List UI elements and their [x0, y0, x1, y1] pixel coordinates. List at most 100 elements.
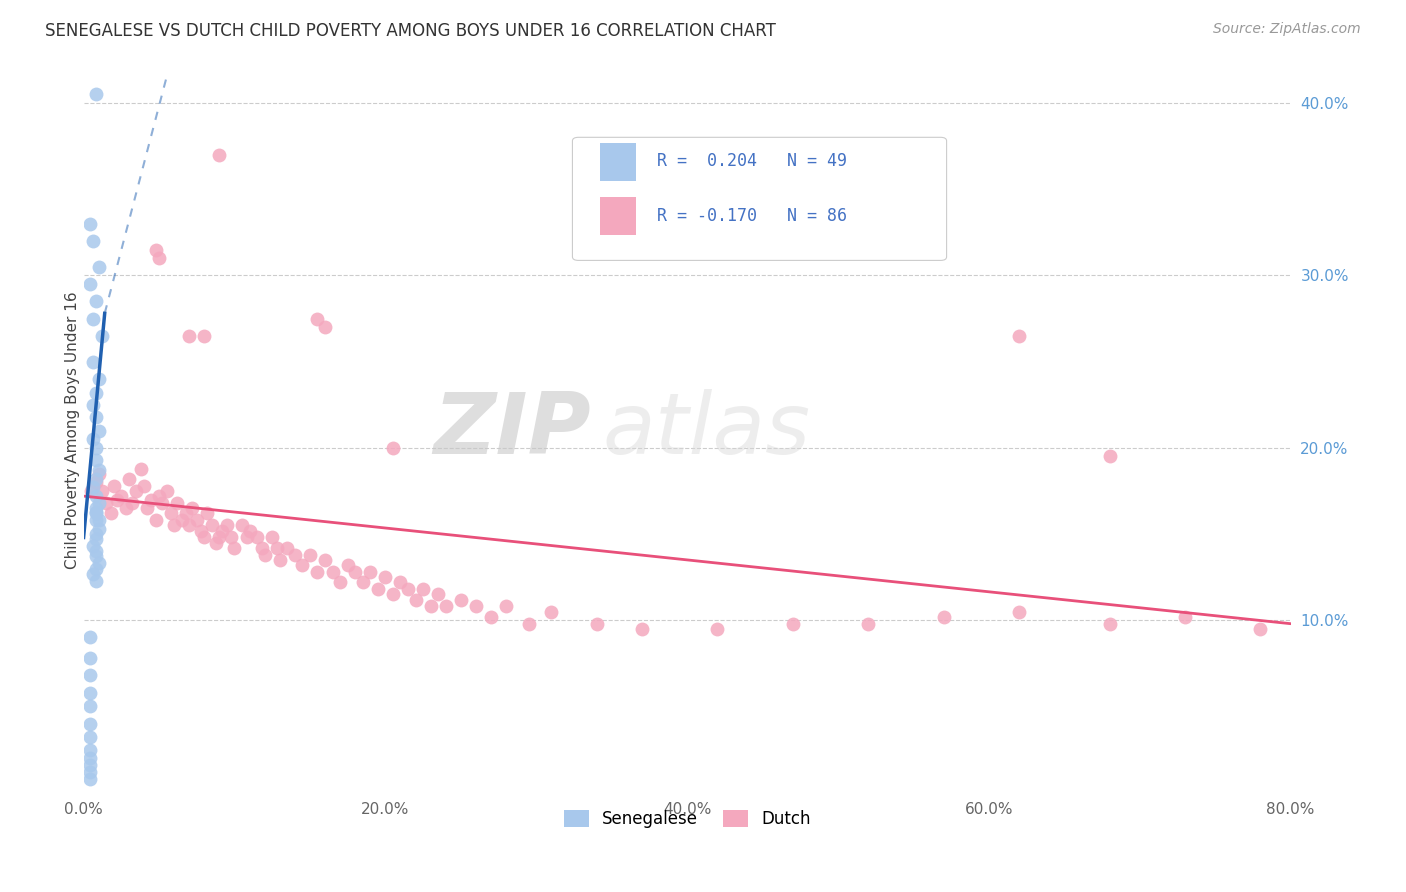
Point — [585, 616, 607, 631]
Text: R =  0.204   N = 49: R = 0.204 N = 49 — [657, 153, 846, 170]
Point — [307, 311, 329, 326]
Point — [208, 147, 231, 161]
Text: Source: ZipAtlas.com: Source: ZipAtlas.com — [1213, 22, 1361, 37]
Point — [82, 311, 104, 326]
Point — [434, 599, 457, 614]
Point — [170, 513, 193, 527]
Point — [221, 531, 243, 545]
Point — [100, 506, 122, 520]
Point — [84, 501, 107, 516]
Point — [82, 398, 104, 412]
Point — [84, 544, 107, 558]
Point — [190, 524, 212, 538]
Point — [84, 441, 107, 455]
Point — [103, 479, 125, 493]
Point — [208, 531, 231, 545]
Text: atlas: atlas — [603, 389, 811, 472]
Point — [235, 531, 257, 545]
Point — [262, 531, 284, 545]
Point — [150, 496, 173, 510]
Point — [464, 599, 486, 614]
Point — [374, 570, 396, 584]
Point — [136, 501, 159, 516]
Point — [856, 616, 879, 631]
FancyBboxPatch shape — [572, 137, 946, 260]
Point — [329, 575, 352, 590]
Bar — [600, 197, 637, 235]
Point — [314, 320, 336, 334]
Point — [163, 518, 186, 533]
Point — [166, 496, 188, 510]
Point — [1098, 450, 1121, 464]
Point — [155, 483, 177, 498]
Point — [630, 622, 652, 636]
Point — [84, 475, 107, 490]
Point — [82, 481, 104, 495]
Point — [174, 506, 197, 520]
Point — [396, 582, 419, 597]
Point — [367, 582, 389, 597]
Point — [84, 527, 107, 541]
Point — [84, 574, 107, 588]
Point — [186, 513, 208, 527]
Point — [148, 251, 170, 265]
Point — [253, 548, 276, 562]
Point — [84, 532, 107, 546]
Point — [79, 699, 101, 714]
Point — [87, 496, 110, 510]
Point — [132, 479, 155, 493]
Point — [110, 489, 132, 503]
Point — [1098, 616, 1121, 631]
Point — [84, 505, 107, 519]
Point — [517, 616, 540, 631]
Point — [84, 513, 107, 527]
Point — [79, 731, 101, 745]
Point — [381, 441, 404, 455]
Point — [87, 467, 110, 481]
Point — [87, 513, 110, 527]
Point — [195, 506, 218, 520]
Point — [82, 539, 104, 553]
Point — [145, 243, 167, 257]
Point — [246, 531, 269, 545]
Point — [79, 277, 101, 291]
Point — [84, 489, 107, 503]
Point — [179, 518, 201, 533]
Point — [141, 492, 163, 507]
Point — [118, 472, 141, 486]
Point — [419, 599, 441, 614]
Point — [250, 541, 273, 555]
Point — [405, 592, 427, 607]
Point — [1008, 328, 1031, 343]
Point — [79, 764, 101, 779]
Point — [1174, 609, 1197, 624]
Point — [540, 605, 562, 619]
Point — [121, 496, 143, 510]
Point — [84, 472, 107, 486]
Point — [215, 518, 238, 533]
Point — [79, 651, 101, 665]
Point — [129, 461, 152, 475]
Point — [307, 565, 329, 579]
Point — [181, 501, 204, 516]
Point — [84, 385, 107, 400]
Point — [381, 587, 404, 601]
Point — [495, 599, 517, 614]
Point — [224, 541, 246, 555]
Point — [84, 549, 107, 564]
Point — [87, 557, 110, 571]
Point — [284, 548, 307, 562]
Point — [1249, 622, 1271, 636]
Point — [82, 566, 104, 581]
Point — [389, 575, 412, 590]
Point — [932, 609, 955, 624]
Point — [80, 483, 103, 498]
Point — [84, 453, 107, 467]
Point — [1008, 605, 1031, 619]
Point — [412, 582, 434, 597]
Point — [125, 483, 148, 498]
Point — [359, 565, 381, 579]
Point — [79, 716, 101, 731]
Point — [193, 328, 215, 343]
Point — [145, 513, 167, 527]
